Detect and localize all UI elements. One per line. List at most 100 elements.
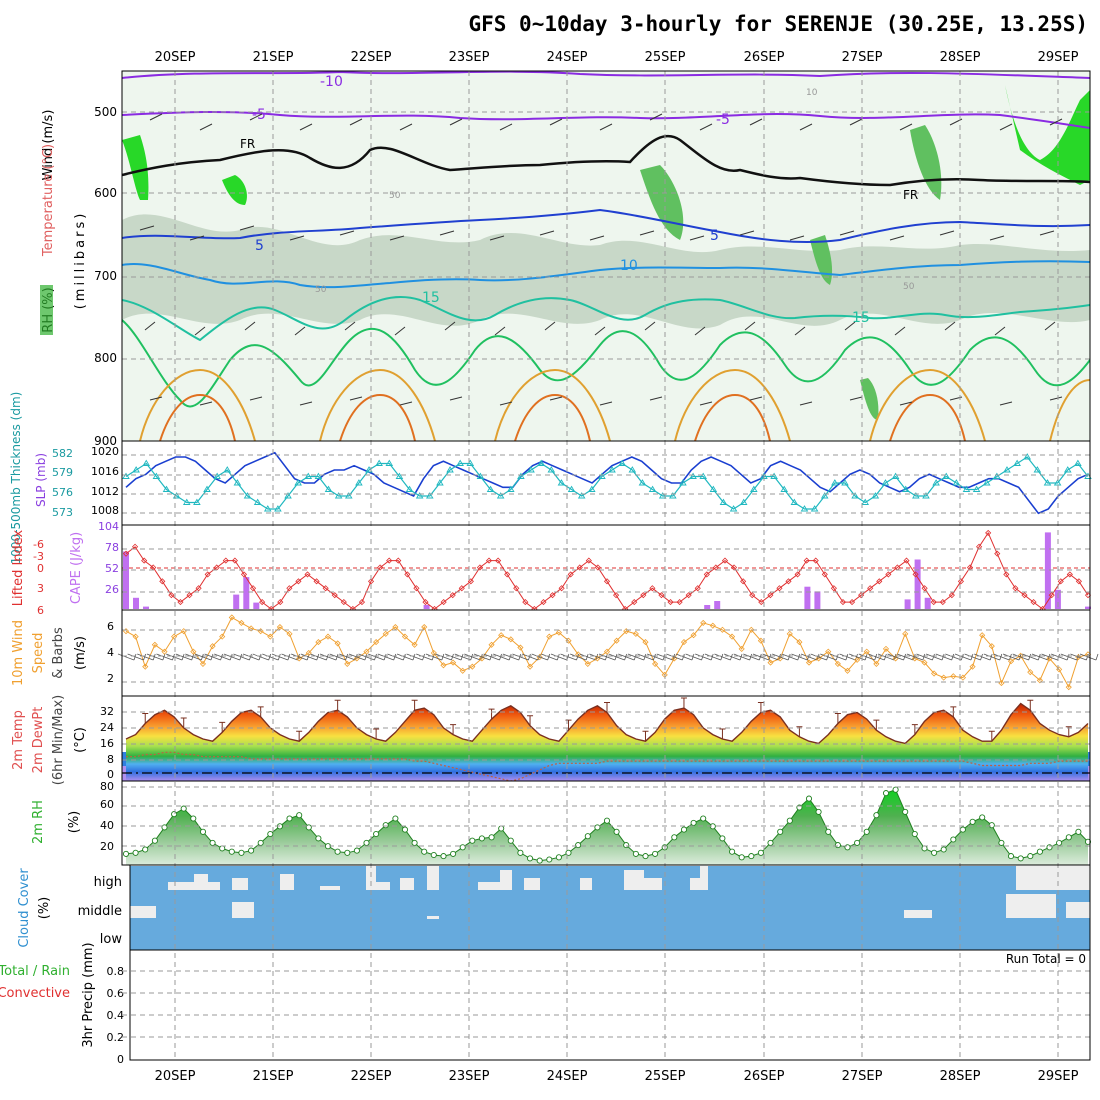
thickness-point	[972, 485, 981, 492]
rh-point	[921, 845, 928, 852]
precip-ticks: 0.8 0.6 0.4 0.2 0	[107, 965, 125, 1066]
rh-point	[959, 826, 966, 833]
li-point	[259, 599, 266, 606]
thickness-point	[942, 472, 951, 479]
temp-minmax-bar	[834, 713, 841, 724]
temp-ticks: 32 24 16 8 0	[100, 705, 114, 781]
rh-point	[257, 839, 264, 846]
wind-speed-point	[401, 633, 409, 640]
li-point	[685, 592, 692, 599]
wind-speed-point	[305, 649, 312, 657]
rh-tick: 40	[100, 819, 114, 832]
wind-speed-point	[1065, 684, 1072, 691]
rh-point	[680, 826, 688, 833]
thickness-point	[1013, 459, 1021, 466]
rh-point	[1017, 855, 1024, 862]
wind-speed-point	[642, 639, 649, 646]
li-point	[277, 599, 284, 606]
thickness-point	[780, 485, 789, 492]
rh-point	[248, 847, 255, 854]
temp-marks	[125, 697, 1089, 781]
rh-point	[700, 815, 707, 822]
temp-minmax-bar	[1027, 699, 1034, 711]
li-point	[195, 585, 202, 592]
rh-point	[546, 856, 553, 863]
thickness-point	[304, 472, 313, 479]
clear-patch	[1006, 894, 1056, 918]
thickness-point	[425, 492, 434, 499]
rh-point	[805, 795, 813, 802]
thickness-point	[800, 505, 809, 512]
li-point	[204, 571, 211, 578]
cape-bar	[253, 602, 260, 609]
y-axis-label-temp-a: 2m Temp	[11, 710, 26, 770]
precip-panel: Run Total = 0 0.8 0.6 0.4 0.2 0 Total / …	[0, 942, 1090, 1066]
thickness-point	[294, 479, 302, 486]
precip-panel-background	[130, 950, 1090, 1060]
li-point	[821, 571, 828, 578]
y-axis-label-cloud-a: Cloud Cover	[17, 868, 32, 948]
rh-point	[719, 835, 726, 842]
li-point	[476, 564, 484, 571]
wind-speed-point	[796, 639, 803, 646]
wind-speed-point	[959, 674, 967, 681]
rh-point	[873, 812, 880, 819]
wind-speed-point	[171, 633, 178, 640]
dewpoint-line	[126, 751, 1088, 781]
rh-point	[825, 828, 832, 835]
y-axis-label-slp: SLP (mb)	[34, 453, 48, 507]
upper-y-ticks: 500 600 700 800 900	[94, 105, 117, 448]
rh-point	[161, 824, 168, 831]
wind-speed-point	[825, 648, 832, 655]
wind-y-labels: 10m Wind Speed & Barbs (m/s)	[11, 620, 88, 686]
li-point	[749, 592, 756, 599]
thickness-point	[334, 492, 343, 499]
rh-point	[815, 808, 822, 815]
thickness-point	[922, 492, 930, 499]
li-point	[594, 564, 601, 571]
wind-speed-point	[517, 644, 524, 651]
rh-point	[632, 850, 639, 857]
rh-tick: 80	[100, 780, 114, 793]
precip-tick: 0.2	[107, 1031, 125, 1044]
thickness-point	[962, 485, 971, 492]
run-total-label: Run Total = 0	[1006, 952, 1086, 966]
li-point	[576, 564, 583, 571]
li-point	[794, 571, 801, 578]
precip-tick: 0.4	[107, 1009, 125, 1022]
thickness-point	[496, 492, 505, 499]
li-point	[485, 557, 493, 564]
contour-label: -5	[252, 107, 266, 123]
li-point	[758, 599, 765, 606]
thickness-point	[709, 485, 718, 492]
contour-label: 50	[315, 285, 327, 295]
li-point	[948, 592, 955, 599]
rh-high-patch	[222, 175, 247, 205]
li-point	[249, 585, 257, 592]
date-label-bottom: 20SEP	[155, 1069, 196, 1084]
thick-tick: 573	[52, 506, 73, 519]
thickness-point	[820, 492, 829, 499]
wind-speed-point	[382, 630, 389, 637]
temp-minmax-bar	[988, 730, 995, 742]
precip-tick: 0	[117, 1053, 124, 1066]
temp-minmax-bar	[873, 719, 880, 731]
date-label-top: 29SEP	[1038, 50, 1079, 65]
cloud-level-low: low	[100, 932, 123, 947]
cape-bar	[904, 599, 911, 609]
thickness-point	[861, 498, 870, 505]
temp-minmax-bar	[334, 699, 341, 711]
li-point	[522, 599, 529, 606]
rh-point	[1027, 853, 1034, 860]
y-axis-label-rh-a: 2m RH	[31, 800, 46, 844]
thick-tick: 579	[52, 466, 73, 479]
rh-point	[219, 845, 226, 852]
wind-speed-point	[161, 648, 168, 655]
thickness-point	[1023, 453, 1032, 460]
cape-bar	[133, 597, 139, 609]
clear-patch	[524, 878, 540, 890]
wind-speed-point	[979, 632, 986, 639]
li-point	[903, 557, 910, 564]
rh-point	[344, 849, 351, 856]
li-point	[422, 599, 429, 606]
